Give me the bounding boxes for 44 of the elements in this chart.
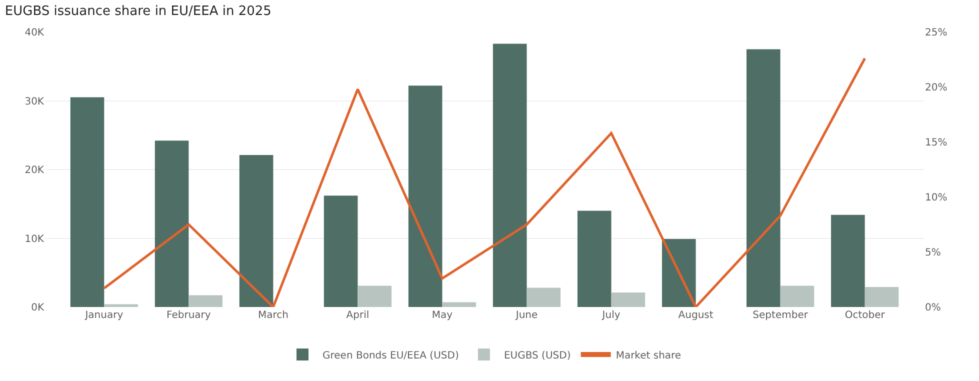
bar (864, 287, 899, 307)
bar (239, 155, 274, 307)
bar (442, 302, 476, 307)
bar (358, 286, 392, 307)
x-tick-label: August (678, 310, 714, 321)
x-tick-label: January (84, 310, 124, 321)
y-tick-label: 0K (31, 302, 44, 314)
y2-tick-label: 0% (925, 302, 941, 314)
x-tick-label: June (514, 310, 538, 321)
bar (104, 304, 138, 307)
x-tick-label: September (752, 310, 809, 321)
bar (577, 210, 612, 307)
legend-label: EUGBS (USD) (504, 350, 571, 362)
x-tick-label: March (258, 310, 288, 321)
x-tick-label: July (601, 310, 620, 321)
y-tick-label: 20K (24, 165, 44, 176)
bar (611, 292, 646, 307)
bar (831, 214, 865, 307)
x-tick-label: February (166, 310, 211, 321)
bar (70, 97, 104, 307)
y2-tick-label: 15% (925, 138, 948, 148)
bar (408, 86, 442, 307)
bar (662, 238, 696, 307)
bar (188, 295, 222, 307)
bar (780, 286, 814, 307)
y-tick-label: 30K (24, 96, 44, 108)
y2-tick-label: 20% (925, 82, 948, 94)
line-series (102, 57, 866, 307)
y-tick-label: 40K (24, 28, 44, 38)
bar (492, 44, 527, 307)
y2-tick-label: 10% (925, 192, 948, 204)
legend-label: Market share (616, 350, 682, 362)
y2-tick-label: 25% (925, 28, 948, 38)
x-tick-label: April (346, 310, 370, 321)
y-tick-label: 10K (24, 234, 44, 245)
chart-title: EUGBS issuance share in EU/EEA in 2025 (4, 4, 272, 19)
bar (324, 196, 358, 307)
x-tick-label: May (432, 310, 453, 321)
legend-label: Green Bonds EU/EEA (USD) (322, 350, 459, 362)
bar (526, 288, 561, 307)
bar (154, 140, 189, 307)
y2-tick-label: 5% (925, 248, 941, 258)
x-tick-label: October (844, 310, 886, 321)
bar (746, 49, 780, 307)
